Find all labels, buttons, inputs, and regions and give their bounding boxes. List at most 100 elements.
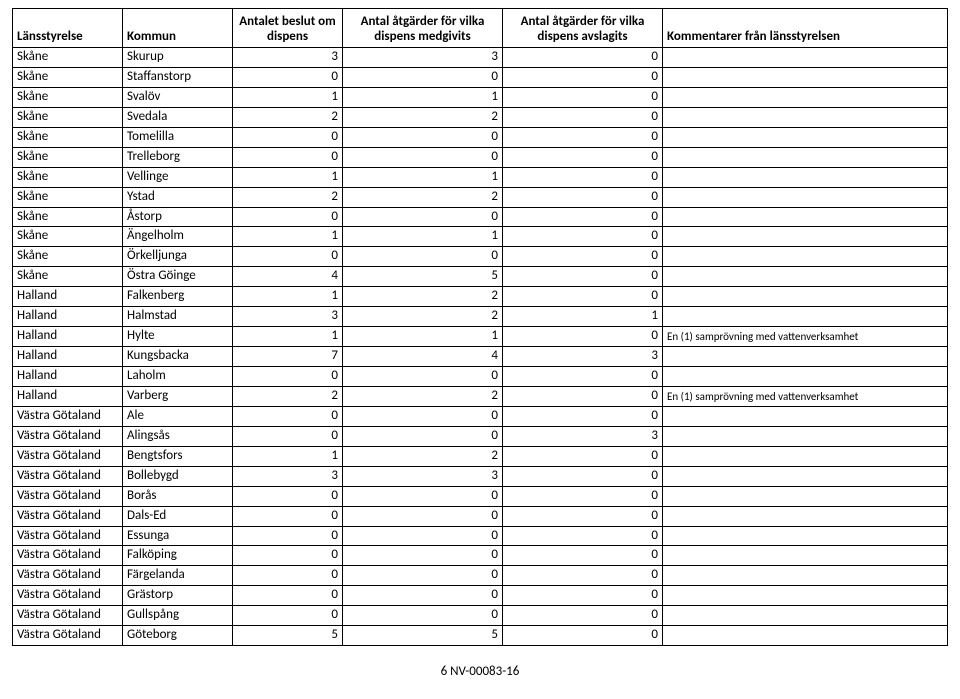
cell-number: 0 — [503, 87, 663, 107]
cell-text: Hylte — [123, 327, 233, 347]
cell-text: Halland — [13, 367, 123, 387]
cell-text: Västra Götaland — [13, 626, 123, 646]
cell-comment — [663, 486, 948, 506]
cell-number: 0 — [503, 227, 663, 247]
table-row: Västra GötalandAle000 — [13, 406, 948, 426]
cell-comment — [663, 426, 948, 446]
cell-number: 0 — [343, 247, 503, 267]
cell-comment — [663, 606, 948, 626]
cell-text: Skåne — [13, 127, 123, 147]
cell-text: Östra Göinge — [123, 267, 233, 287]
cell-text: Skurup — [123, 48, 233, 68]
page-footer: 6 NV-00083-16 — [12, 664, 948, 679]
cell-number: 3 — [233, 466, 343, 486]
cell-text: Tomelilla — [123, 127, 233, 147]
cell-number: 5 — [233, 626, 343, 646]
cell-number: 0 — [503, 466, 663, 486]
cell-number: 0 — [343, 606, 503, 626]
cell-comment — [663, 406, 948, 426]
cell-number: 0 — [503, 147, 663, 167]
cell-text: Färgelanda — [123, 566, 233, 586]
cell-text: Essunga — [123, 526, 233, 546]
cell-comment — [663, 367, 948, 387]
cell-text: Ale — [123, 406, 233, 426]
cell-number: 0 — [343, 67, 503, 87]
cell-number: 0 — [233, 127, 343, 147]
cell-text: Västra Götaland — [13, 486, 123, 506]
cell-comment — [663, 307, 948, 327]
cell-number: 1 — [343, 167, 503, 187]
cell-number: 0 — [233, 526, 343, 546]
cell-text: Västra Götaland — [13, 466, 123, 486]
cell-comment — [663, 48, 948, 68]
cell-text: Västra Götaland — [13, 426, 123, 446]
cell-number: 0 — [233, 367, 343, 387]
cell-comment — [663, 87, 948, 107]
cell-text: Halland — [13, 307, 123, 327]
cell-text: Laholm — [123, 367, 233, 387]
cell-number: 0 — [503, 287, 663, 307]
col-header-medgivits: Antal åtgärder för vilka dispens medgivi… — [343, 9, 503, 48]
cell-text: Varberg — [123, 386, 233, 406]
cell-text: Örkelljunga — [123, 247, 233, 267]
table-row: Västra GötalandDals-Ed000 — [13, 506, 948, 526]
cell-number: 0 — [503, 486, 663, 506]
col-header-lansstyrelse: Länsstyrelse — [13, 9, 123, 48]
table-row: Västra GötalandGullspång000 — [13, 606, 948, 626]
cell-comment — [663, 287, 948, 307]
cell-number: 0 — [343, 546, 503, 566]
cell-text: Bengtsfors — [123, 446, 233, 466]
cell-text: Dals-Ed — [123, 506, 233, 526]
table-row: HallandHalmstad321 — [13, 307, 948, 327]
cell-number: 2 — [343, 386, 503, 406]
cell-text: Skåne — [13, 247, 123, 267]
table-row: SkåneÅstorp000 — [13, 207, 948, 227]
cell-comment — [663, 127, 948, 147]
cell-comment — [663, 247, 948, 267]
cell-comment — [663, 566, 948, 586]
table-row: Västra GötalandGrästorp000 — [13, 586, 948, 606]
cell-number: 0 — [503, 127, 663, 147]
cell-comment — [663, 466, 948, 486]
cell-comment — [663, 586, 948, 606]
cell-number: 0 — [343, 526, 503, 546]
cell-number: 0 — [503, 267, 663, 287]
cell-text: Skåne — [13, 147, 123, 167]
cell-text: Ystad — [123, 187, 233, 207]
cell-number: 0 — [503, 586, 663, 606]
table-row: SkåneSvedala220 — [13, 107, 948, 127]
table-row: SkåneTomelilla000 — [13, 127, 948, 147]
cell-number: 0 — [233, 426, 343, 446]
cell-text: Västra Götaland — [13, 406, 123, 426]
cell-number: 0 — [343, 147, 503, 167]
cell-number: 0 — [343, 367, 503, 387]
cell-comment — [663, 546, 948, 566]
cell-number: 2 — [343, 107, 503, 127]
cell-comment — [663, 167, 948, 187]
table-body: SkåneSkurup330SkåneStaffanstorp000SkåneS… — [13, 48, 948, 646]
cell-number: 1 — [503, 307, 663, 327]
cell-text: Göteborg — [123, 626, 233, 646]
cell-text: Vellinge — [123, 167, 233, 187]
table-row: HallandLaholm000 — [13, 367, 948, 387]
page-number: 6 — [441, 664, 448, 679]
cell-number: 0 — [503, 446, 663, 466]
table-row: HallandHylte110En (1) samprövning med va… — [13, 327, 948, 347]
cell-number: 2 — [233, 187, 343, 207]
cell-text: Skåne — [13, 267, 123, 287]
cell-number: 4 — [233, 267, 343, 287]
cell-number: 0 — [503, 187, 663, 207]
cell-comment — [663, 187, 948, 207]
table-row: SkåneYstad220 — [13, 187, 948, 207]
cell-comment — [663, 347, 948, 367]
cell-text: Skåne — [13, 167, 123, 187]
cell-text: Västra Götaland — [13, 546, 123, 566]
cell-number: 0 — [503, 207, 663, 227]
cell-text: Falköping — [123, 546, 233, 566]
cell-number: 0 — [503, 48, 663, 68]
table-row: Västra GötalandFalköping000 — [13, 546, 948, 566]
cell-number: 2 — [343, 187, 503, 207]
cell-comment — [663, 207, 948, 227]
cell-number: 0 — [503, 566, 663, 586]
cell-number: 0 — [233, 147, 343, 167]
